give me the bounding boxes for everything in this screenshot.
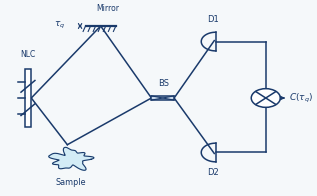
Text: NLC: NLC	[20, 50, 36, 59]
Text: Sample: Sample	[55, 178, 86, 187]
Bar	[25, 69, 31, 127]
Circle shape	[251, 89, 280, 107]
Bar	[152, 96, 174, 100]
Text: $C(\tau_q)$: $C(\tau_q)$	[289, 92, 314, 104]
Text: Mirror: Mirror	[97, 4, 120, 13]
Text: BS: BS	[158, 79, 169, 88]
Text: D2: D2	[207, 168, 219, 177]
Text: D1: D1	[207, 15, 219, 24]
Polygon shape	[49, 147, 94, 170]
Text: $\tau_q$: $\tau_q$	[54, 19, 65, 31]
